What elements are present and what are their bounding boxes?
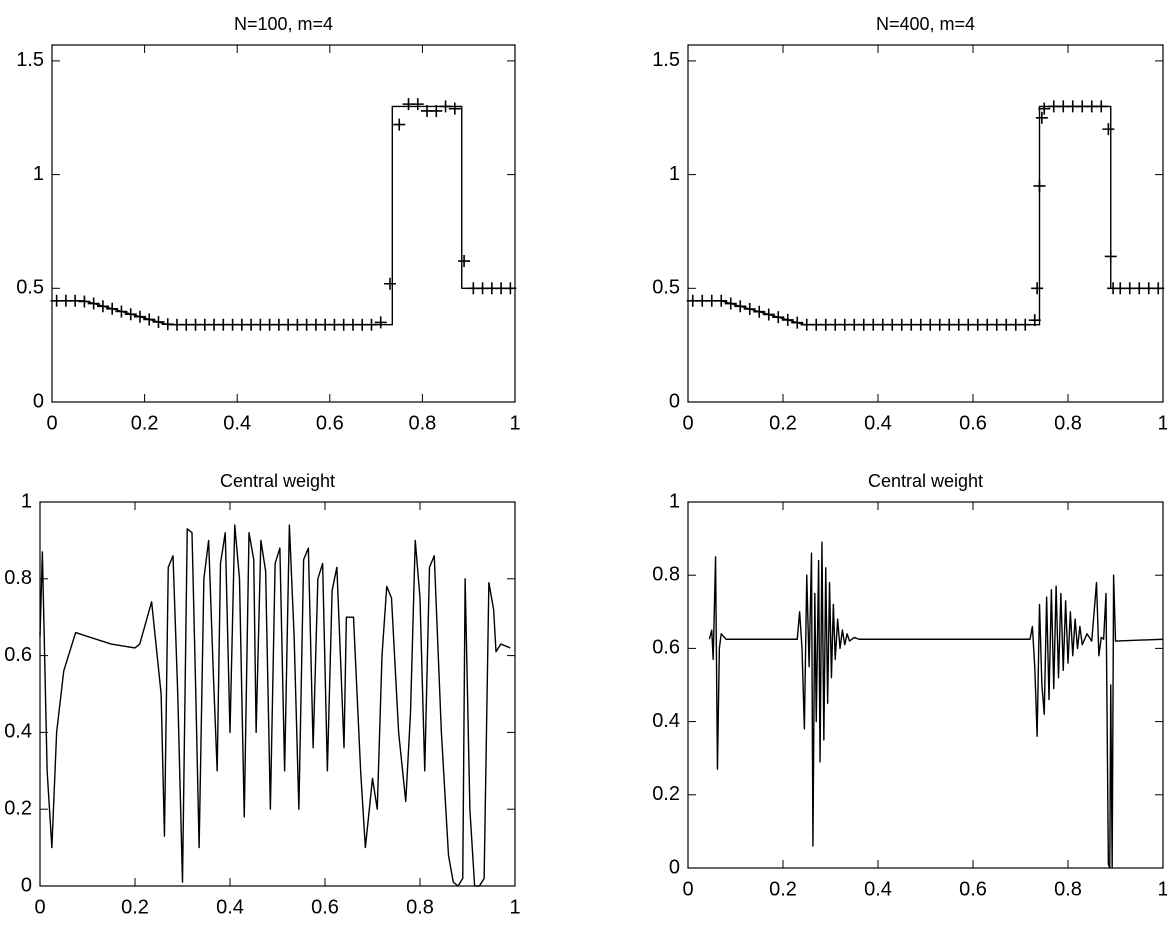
subplot: N=400, m=4 0 0.2 0.4 0.6 0.8 1 0 0.5 1 1.5 (652, 14, 1167, 435)
axes-frame (51, 44, 516, 403)
y-tick-label: 0.5 (16, 277, 44, 299)
y-tick-label: 0.8 (652, 563, 680, 585)
marker (1028, 314, 1041, 327)
chart-title: N=100, m=4 (234, 14, 333, 34)
x-tick-label: 1 (509, 896, 520, 918)
marker (724, 297, 737, 310)
x-tick-label: 0.2 (131, 412, 159, 434)
y-tick-label: 1 (21, 490, 32, 512)
marker (96, 300, 109, 313)
subplot: Central weight 0 0.2 0.4 0.6 0.8 1 0 0.2 0.4 0.6 0.… (4, 471, 520, 919)
marker (743, 302, 756, 315)
chart-title: Central weight (868, 471, 983, 491)
y-tick-label: 0 (669, 856, 680, 878)
x-tick-label: 0.4 (223, 412, 251, 434)
marker (781, 313, 794, 326)
x-tick-label: 0.4 (216, 896, 244, 918)
y-tick-label: 0.8 (4, 567, 32, 589)
marker (133, 310, 146, 323)
marker (365, 318, 378, 331)
marker (753, 305, 766, 318)
x-tick-label: 0.6 (311, 896, 339, 918)
x-tick-label: 0.6 (959, 412, 987, 434)
x-tick-label: 0.6 (316, 412, 344, 434)
x-tick-label: 1 (509, 412, 520, 434)
marker (772, 311, 785, 324)
marker (715, 294, 728, 307)
x-tick-label: 1 (1157, 878, 1167, 900)
y-tick-label: 1.5 (652, 49, 680, 71)
x-tick-label: 0.2 (121, 896, 149, 918)
marker (1104, 250, 1117, 263)
x-tick-label: 0.2 (769, 412, 797, 434)
y-tick-label: 1.5 (16, 49, 44, 71)
axes-frame (39, 501, 516, 887)
marker (115, 305, 128, 318)
marker (448, 102, 461, 115)
marker (430, 104, 443, 117)
marker (152, 315, 165, 328)
marker (1033, 179, 1046, 192)
y-tick-label: 0.2 (652, 783, 680, 805)
x-tick-label: 0 (682, 878, 693, 900)
y-tick-label: 0 (33, 390, 44, 412)
x-tick-label: 0.8 (1054, 878, 1082, 900)
data-line (39, 524, 511, 887)
axes-frame (687, 44, 1164, 403)
y-tick-label: 0 (669, 390, 680, 412)
data-line (708, 541, 1164, 869)
marker (439, 100, 452, 113)
y-tick-label: 0 (21, 874, 32, 896)
marker (791, 316, 804, 329)
x-tick-label: 1 (1157, 412, 1167, 434)
x-tick-label: 0.8 (406, 896, 434, 918)
axes-frame (687, 501, 1164, 869)
marker (124, 308, 137, 321)
marker (393, 118, 406, 131)
marker (411, 98, 424, 111)
marker (1019, 318, 1032, 331)
marker (762, 308, 775, 321)
marker (458, 255, 471, 268)
marker (383, 277, 396, 290)
marker (1102, 123, 1115, 136)
marker (106, 302, 119, 315)
x-tick-label: 0 (34, 896, 45, 918)
y-tick-label: 1 (669, 490, 680, 512)
x-tick-label: 0 (682, 412, 693, 434)
y-tick-label: 1 (33, 163, 44, 185)
chart-title: Central weight (220, 471, 335, 491)
chart-title: N=400, m=4 (876, 14, 975, 34)
marker (504, 282, 517, 295)
marker (1031, 282, 1044, 295)
marker (143, 313, 156, 326)
y-tick-label: 0.2 (4, 797, 32, 819)
y-tick-label: 0.6 (652, 637, 680, 659)
marker (87, 297, 100, 310)
x-tick-label: 0.4 (864, 878, 892, 900)
marker (374, 316, 387, 329)
x-tick-label: 0.4 (864, 412, 892, 434)
y-tick-label: 0.5 (652, 277, 680, 299)
y-tick-label: 0.4 (652, 710, 680, 732)
marker (1095, 100, 1108, 113)
subplot: Central weight 0 0.2 0.4 0.6 0.8 1 0 0.2 0.4 0.6 0.… (652, 471, 1167, 901)
data-line (688, 105, 1163, 326)
marker (734, 300, 747, 313)
x-tick-label: 0.6 (959, 878, 987, 900)
y-tick-label: 1 (669, 163, 680, 185)
data-line (52, 105, 515, 326)
marker (1152, 282, 1165, 295)
subplot: N=100, m=4 0 0.2 0.4 0.6 0.8 1 0 0.5 1 1.5 (16, 14, 520, 435)
marker (1038, 102, 1051, 115)
x-tick-label: 0.2 (769, 878, 797, 900)
y-tick-label: 0.6 (4, 644, 32, 666)
marker (1035, 111, 1048, 124)
y-tick-label: 0.4 (4, 721, 32, 743)
x-tick-label: 0.8 (1054, 412, 1082, 434)
x-tick-label: 0 (46, 412, 57, 434)
x-tick-label: 0.8 (408, 412, 436, 434)
marker (78, 295, 91, 308)
